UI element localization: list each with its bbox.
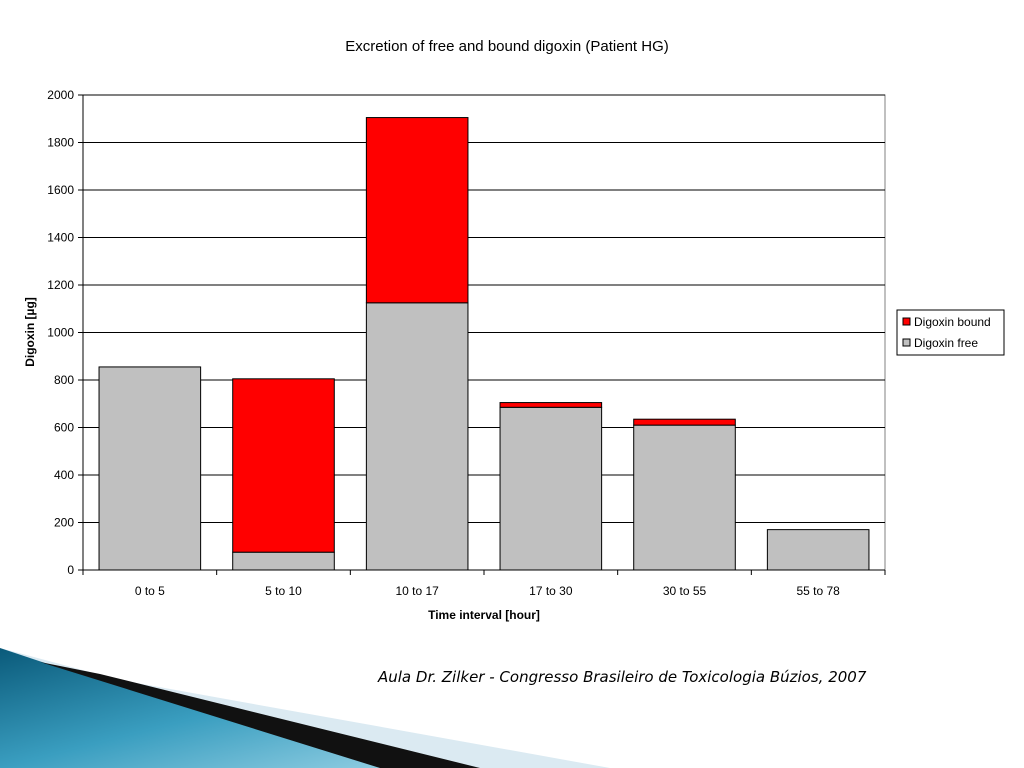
y-tick-label: 400	[54, 468, 74, 482]
bar-digoxin-free	[98, 366, 202, 571]
x-tick-label: 55 to 78	[796, 584, 840, 598]
y-axis-label: Digoxin [µg]	[23, 297, 37, 367]
y-tick-label: 1000	[47, 326, 74, 340]
legend-swatch	[902, 317, 911, 326]
bars	[98, 117, 870, 571]
bar-digoxin-bound	[633, 418, 736, 426]
bar-digoxin-bound	[365, 117, 469, 304]
y-tick-label: 800	[54, 373, 74, 387]
chart-title: Excretion of free and bound digoxin (Pat…	[345, 38, 669, 55]
x-tick-label: 17 to 30	[529, 584, 573, 598]
bar-digoxin-bound	[499, 402, 603, 408]
legend-label: Digoxin bound	[914, 315, 991, 329]
x-tick-label: 30 to 55	[663, 584, 707, 598]
footer-caption: Aula Dr. Zilker - Congresso Brasileiro d…	[378, 668, 867, 686]
x-tick-label: 10 to 17	[395, 584, 439, 598]
y-tick-label: 1400	[47, 231, 74, 245]
bar-digoxin-free	[499, 406, 603, 571]
y-tick-label: 200	[54, 516, 74, 530]
x-tick-label: 5 to 10	[265, 584, 302, 598]
y-tick-label: 600	[54, 421, 74, 435]
bar-digoxin-free	[766, 529, 870, 571]
x-tick-label: 0 to 5	[135, 584, 165, 598]
legend-label: Digoxin free	[914, 336, 978, 350]
legend-swatch	[902, 338, 911, 347]
y-ticks: 0 200 400 600 800 1000 1200 1400 1600 1800 2000	[47, 88, 83, 577]
gridlines	[83, 94, 885, 523]
chart: Excretion of free and bound digoxin (Pat…	[23, 38, 1005, 622]
y-tick-label: 2000	[47, 88, 74, 102]
y-tick-label: 1200	[47, 278, 74, 292]
bar-digoxin-bound	[232, 378, 335, 553]
x-axis-label: Time interval [hour]	[428, 608, 540, 622]
bar-digoxin-free	[365, 302, 469, 571]
legend: Digoxin bound Digoxin free	[896, 309, 1005, 356]
x-ticks: 0 to 5 5 to 10 10 to 17 17 to 30 30 to 55 55 …	[82, 570, 886, 598]
y-tick-label: 1600	[47, 183, 74, 197]
y-tick-label: 0	[67, 563, 74, 577]
legend-box	[896, 309, 1005, 356]
bar-digoxin-free	[232, 551, 335, 571]
y-tick-label: 1800	[47, 136, 74, 150]
decorative-swoosh	[0, 648, 610, 768]
bar-digoxin-free	[633, 424, 736, 571]
